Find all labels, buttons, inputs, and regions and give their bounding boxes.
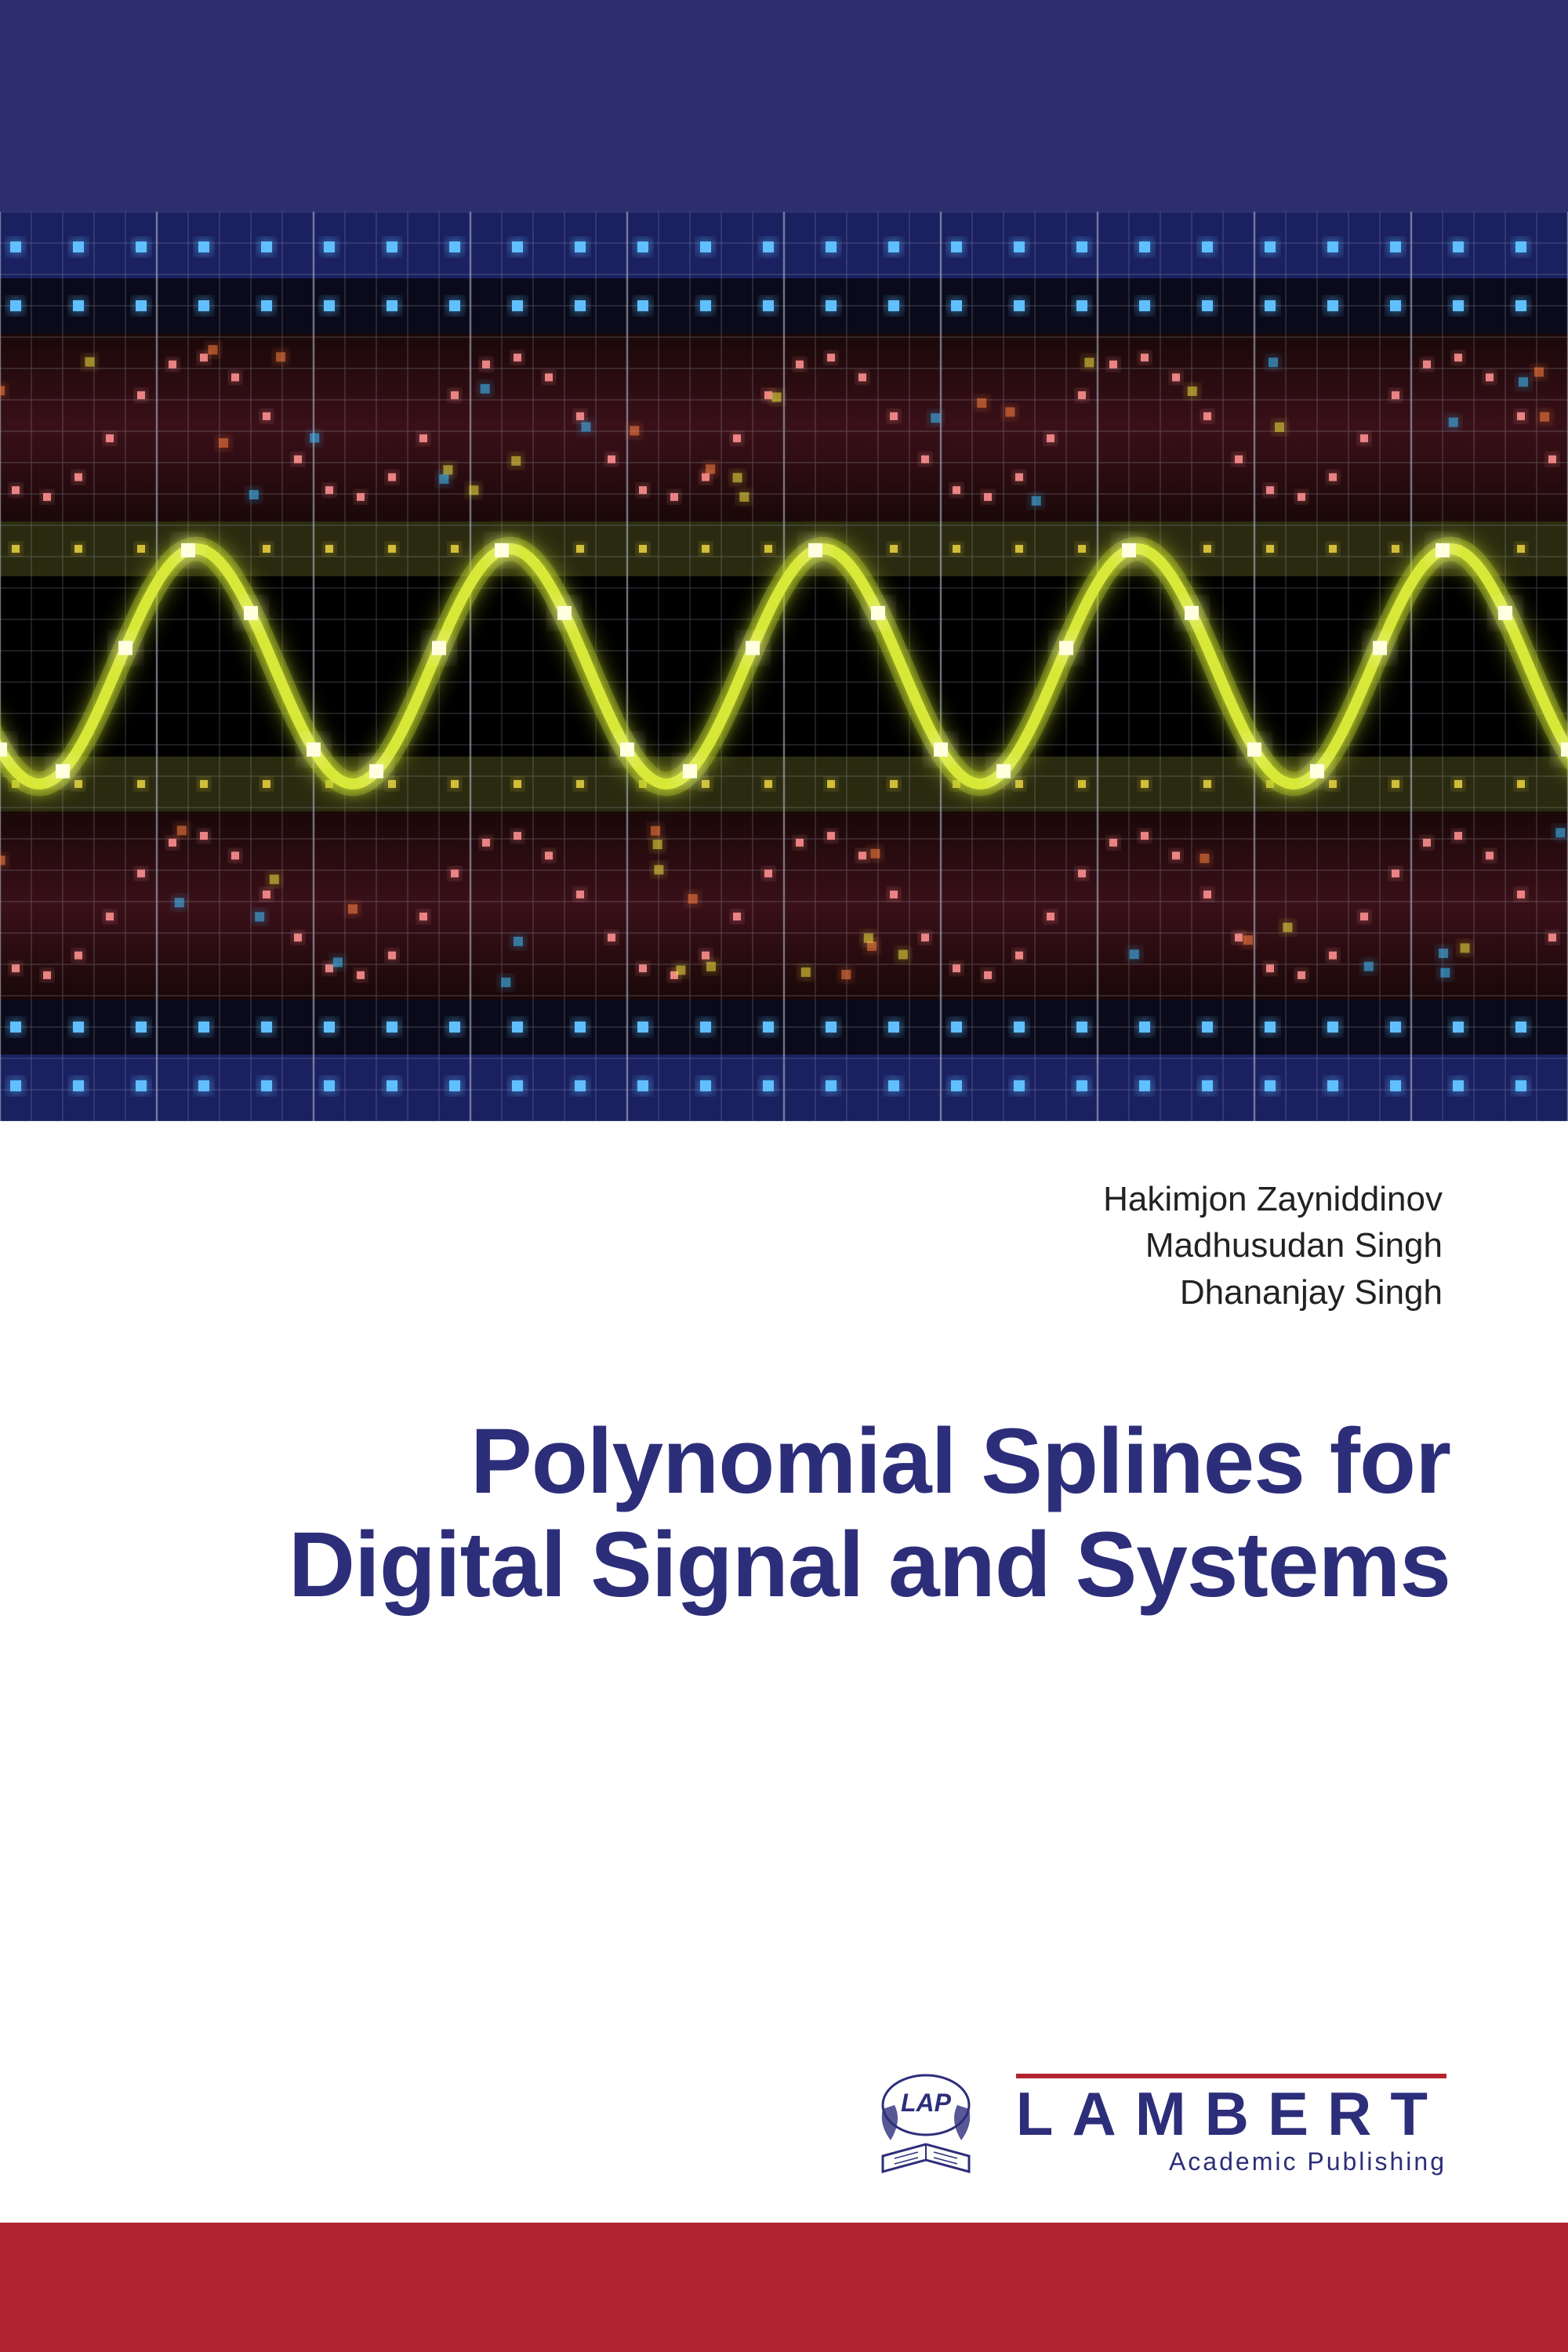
text-area: Hakimjon Zayniddinov Madhusudan Singh Dh… xyxy=(0,1121,1568,1617)
lap-text: LAP xyxy=(901,2089,952,2117)
publisher-logo: LAP LAMBERT Academic Publishing xyxy=(859,2066,1446,2183)
top-color-band xyxy=(0,0,1568,212)
book-title: Polynomial Splines for Digital Signal an… xyxy=(118,1410,1450,1617)
lambert-accent-line xyxy=(1016,2074,1446,2078)
bottom-color-band xyxy=(0,2223,1568,2352)
lambert-text: LAMBERT Academic Publishing xyxy=(1016,2074,1446,2176)
publisher-name: LAMBERT xyxy=(1016,2083,1446,2144)
authors-block: Hakimjon Zayniddinov Madhusudan Singh Dh… xyxy=(118,1176,1450,1316)
title-line: Polynomial Splines for xyxy=(118,1410,1450,1513)
author-name: Hakimjon Zayniddinov xyxy=(118,1176,1443,1222)
signal-graphic xyxy=(0,212,1568,1121)
lap-badge-icon: LAP xyxy=(859,2066,993,2183)
publisher-subtitle: Academic Publishing xyxy=(1016,2147,1446,2176)
title-line: Digital Signal and Systems xyxy=(118,1513,1450,1617)
author-name: Dhananjay Singh xyxy=(118,1269,1443,1316)
author-name: Madhusudan Singh xyxy=(118,1222,1443,1269)
